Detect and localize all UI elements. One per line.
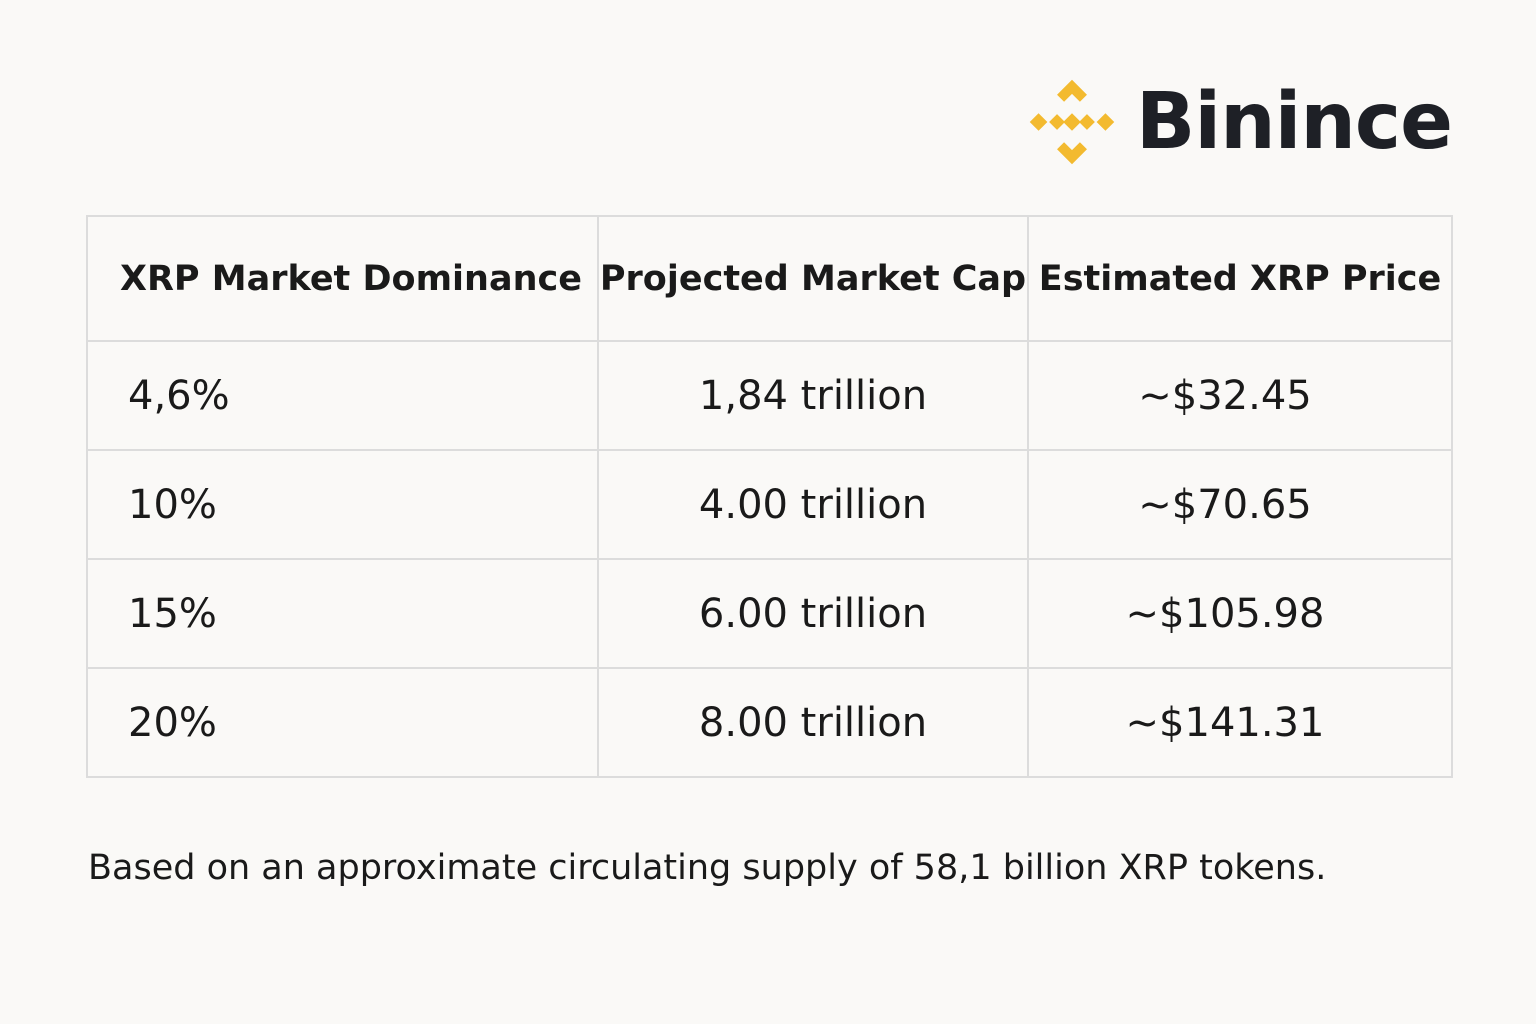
table-row: 10% 4.00 trillion ~$70.65 <box>86 449 1453 560</box>
dominance-cell: 10% <box>86 449 599 560</box>
table-row: 20% 8.00 trillion ~$141.31 <box>86 667 1453 778</box>
market-cap-cell: 4.00 trillion <box>597 449 1029 560</box>
table-row: 15% 6.00 trillion ~$105.98 <box>86 558 1453 669</box>
market-cap-cell: 1,84 trillion <box>597 340 1029 451</box>
market-cap-cell: 8.00 trillion <box>597 667 1029 778</box>
market-cap-cell: 6.00 trillion <box>597 558 1029 669</box>
header-projected-market-cap: Projected Market Cap <box>597 215 1029 342</box>
dominance-cell: 4,6% <box>86 340 599 451</box>
dominance-cell: 20% <box>86 667 599 778</box>
table-row: 4,6% 1,84 trillion ~$32.45 <box>86 340 1453 451</box>
price-cell: ~$70.65 <box>1027 449 1453 560</box>
header-estimated-price: Estimated XRP Price <box>1027 215 1453 342</box>
price-cell: ~$105.98 <box>1027 558 1453 669</box>
brand: Binince <box>1028 77 1453 167</box>
price-cell: ~$141.31 <box>1027 667 1453 778</box>
price-cell: ~$32.45 <box>1027 340 1453 451</box>
dominance-cell: 15% <box>86 558 599 669</box>
brand-name: Binince <box>1135 77 1453 167</box>
binance-diamond-icon <box>1029 79 1115 165</box>
table-header-row: XRP Market Dominance Projected Market Ca… <box>86 215 1453 342</box>
header-market-dominance: XRP Market Dominance <box>86 215 599 342</box>
footnote: Based on an approximate circulating supp… <box>88 848 1327 888</box>
xrp-projection-table: XRP Market Dominance Projected Market Ca… <box>86 215 1453 778</box>
